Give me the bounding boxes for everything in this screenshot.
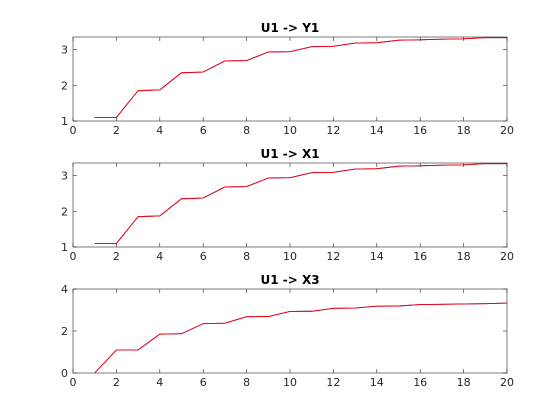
x-tick-label: 0 [70,250,77,263]
x-tick-label: 0 [70,376,77,389]
y-tick-label: 3 [61,170,68,183]
x-tick-label: 10 [283,376,297,389]
x-tick-label: 14 [370,376,384,389]
x-tick-label: 8 [243,376,250,389]
series-line-1 [94,37,507,118]
x-tick-label: 10 [283,250,297,263]
y-tick-label: 1 [61,241,68,254]
x-tick-label: 0 [70,124,77,137]
x-tick-label: 2 [113,124,120,137]
x-tick-label: 16 [413,124,427,137]
x-tick-label: 20 [500,124,514,137]
x-tick-label: 18 [457,250,471,263]
series-line-1 [94,163,507,244]
x-tick-label: 6 [200,124,207,137]
x-tick-label: 12 [326,250,340,263]
x-tick-label: 6 [200,376,207,389]
x-tick-label: 6 [200,250,207,263]
x-tick-label: 14 [370,124,384,137]
x-tick-label: 4 [156,124,163,137]
x-tick-label: 4 [156,376,163,389]
y-tick-label: 2 [61,325,68,338]
y-tick-label: 1 [61,115,68,128]
subplot-u1-x3: U1 -> X3 0 2 4 6 8 10 12 14 16 18 20 0 2 4 [61,273,514,389]
x-tick-label: 16 [413,376,427,389]
y-tick-label: 2 [61,205,68,218]
x-tick-label: 18 [457,124,471,137]
x-tick-label: 10 [283,124,297,137]
y-tick-label: 0 [61,367,68,380]
series-line-1 [94,302,508,374]
x-tick-label: 18 [457,376,471,389]
y-tick-label: 2 [61,79,68,92]
x-tick-label: 8 [243,124,250,137]
x-tick-label: 2 [113,376,120,389]
x-tick-label: 12 [326,124,340,137]
x-tick-label: 16 [413,250,427,263]
subplot-title: U1 -> X1 [260,147,319,161]
x-tick-label: 14 [370,250,384,263]
x-tick-label: 20 [500,376,514,389]
y-tick-label: 3 [61,44,68,57]
x-tick-label: 12 [326,376,340,389]
x-tick-label: 8 [243,250,250,263]
x-tick-label: 20 [500,250,514,263]
subplot-title: U1 -> X3 [260,273,319,287]
y-tick-label: 4 [61,283,68,296]
subplot-title: U1 -> Y1 [261,21,320,35]
x-tick-label: 4 [156,250,163,263]
x-tick-label: 2 [113,250,120,263]
